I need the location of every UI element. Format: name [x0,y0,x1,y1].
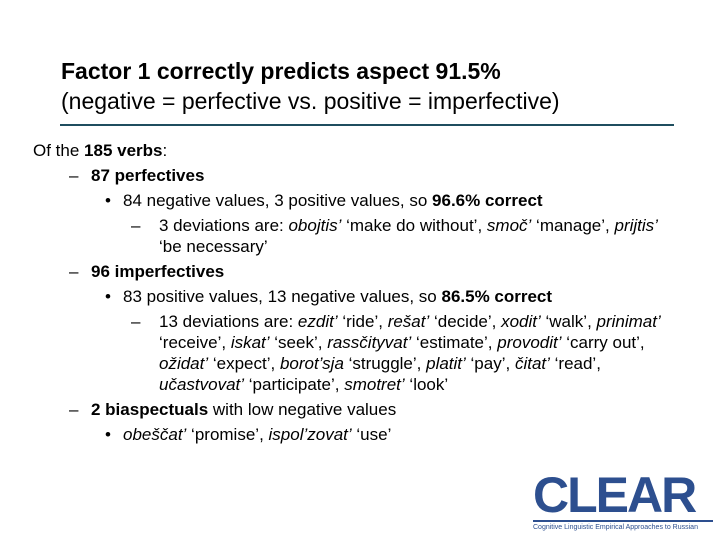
title-line: Factor 1 correctly predicts aspect 91.5% [61,58,501,84]
bullet: 87 perfectives [33,165,673,186]
text: ‘expect’, [208,354,280,373]
italic-text: ezdit’ [297,312,338,331]
text: ‘estimate’, [411,333,498,352]
italic-text: borot’sja [279,354,344,373]
logo-name: CLEAR [533,467,697,523]
italic-text: rassčityvat’ [327,333,412,352]
italic-text: iskat’ [230,333,270,352]
bold-text: 185 verbs [84,141,163,160]
italic-text: prijtis’ [614,216,658,235]
italic-text: smoč’ [486,216,532,235]
text: 13 deviations are: [159,312,298,331]
italic-text: obojtis’ [288,216,342,235]
text: 84 negative values, 3 positive values, s… [123,191,433,210]
bullet: 96 imperfectives [33,261,673,282]
italic-text: obeščat’ [123,425,187,444]
italic-text: smotret’ [344,375,405,394]
bullet: 3 deviations are: obojtis’ ‘make do with… [33,215,673,257]
bullet: Of the 185 verbs: [33,140,673,161]
italic-text: platit’ [426,354,466,373]
title: Factor 1 correctly predicts aspect 91.5%… [61,56,560,116]
bold-text: 2 biaspectuals [91,400,209,419]
bullet: 84 negative values, 3 positive values, s… [33,190,673,211]
text: ‘use’ [351,425,392,444]
text: ‘promise’, [186,425,269,444]
italic-text: prinimat’ [596,312,661,331]
title-line: (negative = perfective vs. positive = im… [61,88,560,114]
italic-text: rešat’ [387,312,430,331]
text: ‘receive’, [159,333,231,352]
text: : [162,141,168,160]
text: ‘look’ [404,375,449,394]
text: 3 deviations are: [159,216,289,235]
body: Of the 185 verbs: 87 perfectives 84 nega… [33,140,673,449]
bold-text: 86.5% correct [441,287,553,306]
italic-text: ožidat’ [159,354,209,373]
text: ‘be necessary’ [159,237,268,256]
text: 83 positive values, 13 negative values, … [123,287,442,306]
text: ‘decide’, [429,312,502,331]
italic-text: čitat’ [514,354,550,373]
text: ‘carry out’, [561,333,645,352]
bullet: 2 biaspectuals with low negative values [33,399,673,420]
title-rule [60,124,674,126]
bold-text: 87 perfectives [91,166,205,185]
text: with low negative values [208,400,397,419]
bullet: 83 positive values, 13 negative values, … [33,286,673,307]
text: ‘struggle’, [343,354,427,373]
text: ‘ride’, [337,312,388,331]
logo-tagline: Cognitive Linguistic Empirical Approache… [533,520,713,531]
text: ‘seek’, [269,333,328,352]
bold-text: 96 imperfectives [91,262,225,281]
text: ‘manage’, [531,216,615,235]
bullet: 13 deviations are: ezdit’ ‘ride’, rešat’… [33,311,673,395]
text: ‘read’, [549,354,601,373]
text: ‘make do without’, [341,216,487,235]
bullet: obeščat’ ‘promise’, ispol’zovat’ ‘use’ [33,424,673,445]
logo: CLEAR Cognitive Linguistic Empirical App… [533,470,713,531]
text: ‘walk’, [540,312,597,331]
italic-text: učastvovat’ [159,375,245,394]
italic-text: ispol’zovat’ [268,425,352,444]
text: Of the [33,141,85,160]
italic-text: xodit’ [501,312,541,331]
text: ‘pay’, [465,354,515,373]
italic-text: provodit’ [497,333,562,352]
text: ‘participate’, [244,375,345,394]
bold-text: 96.6% correct [432,191,543,210]
